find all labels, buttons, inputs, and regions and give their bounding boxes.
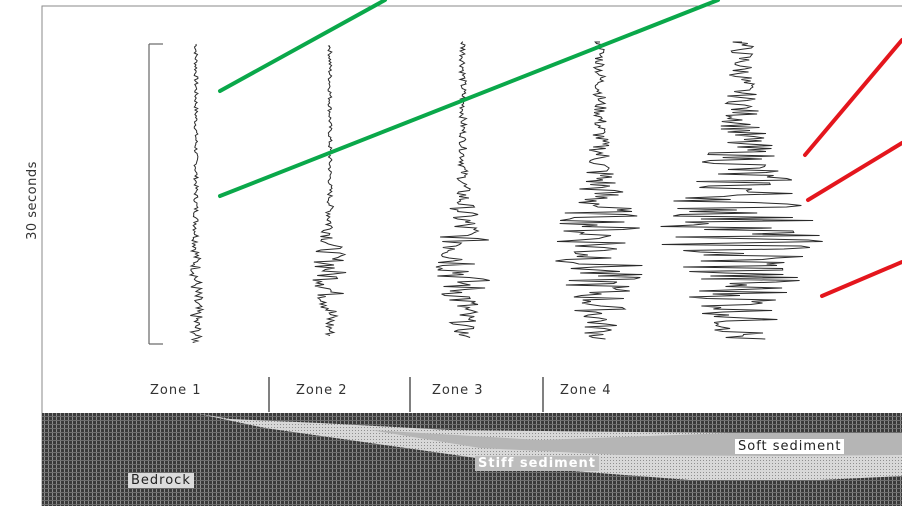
bedrock-label: Bedrock — [128, 473, 194, 488]
red-line-middle — [806, 141, 902, 202]
seismogram-trace-5 — [660, 41, 823, 340]
zone-1-label: Zone 1 — [150, 383, 202, 398]
seismogram-trace-3 — [435, 41, 490, 338]
soft-sediment-label: Soft sediment — [735, 439, 845, 454]
green-line-lower — [218, 0, 720, 198]
stiff-sediment-label: Stiff sediment — [475, 456, 600, 471]
red-line-bottom — [820, 260, 902, 298]
seismogram-trace-1 — [188, 43, 205, 343]
time-bracket — [148, 43, 163, 345]
zone-dividers — [268, 377, 544, 412]
zone-4-label: Zone 4 — [560, 383, 612, 398]
seismogram-trace-4 — [555, 41, 643, 340]
green-line-upper — [218, 0, 387, 93]
ground-profile — [42, 413, 902, 510]
seismogram-trace-2 — [312, 45, 347, 336]
red-annotation-lines — [803, 38, 902, 298]
red-line-top — [803, 38, 902, 157]
seismogram-traces — [188, 41, 823, 343]
time-axis-text: 30 seconds — [24, 160, 40, 240]
time-axis-label: 30 seconds — [2, 130, 62, 270]
zone-2-label: Zone 2 — [296, 383, 348, 398]
zone-3-label: Zone 3 — [432, 383, 484, 398]
green-annotation-lines — [218, 0, 720, 198]
